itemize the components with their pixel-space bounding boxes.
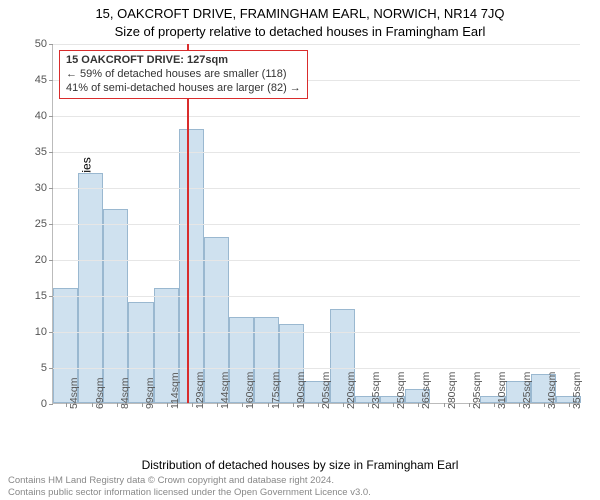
footer-line1: Contains HM Land Registry data © Crown c…: [8, 475, 592, 486]
gridline-h: [53, 296, 580, 297]
ytick-label: 35: [35, 146, 53, 158]
gridline-h: [53, 116, 580, 117]
xtick-label: 160sqm: [244, 372, 256, 409]
xtick-mark: [268, 403, 269, 407]
xtick-label: 280sqm: [446, 372, 458, 409]
xtick-mark: [544, 403, 545, 407]
ytick-label: 20: [35, 254, 53, 266]
xtick-label: 295sqm: [471, 372, 483, 409]
xtick-mark: [142, 403, 143, 407]
property-callout: 15 OAKCROFT DRIVE: 127sqm ← 59% of detac…: [59, 50, 308, 99]
ytick-label: 30: [35, 182, 53, 194]
xtick-label: 69sqm: [94, 377, 106, 409]
ytick-label: 10: [35, 326, 53, 338]
xtick-label: 220sqm: [345, 372, 357, 409]
gridline-h: [53, 368, 580, 369]
xtick-mark: [519, 403, 520, 407]
xtick-mark: [92, 403, 93, 407]
xtick-mark: [318, 403, 319, 407]
xtick-mark: [444, 403, 445, 407]
chart-title-line1: 15, OAKCROFT DRIVE, FRAMINGHAM EARL, NOR…: [0, 6, 600, 21]
gridline-h: [53, 332, 580, 333]
chart-plot-area: 05101520253035404550 54sqm69sqm84sqm99sq…: [52, 44, 580, 404]
histogram-bar: [103, 209, 128, 403]
xtick-label: 54sqm: [68, 377, 80, 409]
gridline-h: [53, 260, 580, 261]
x-axis-label: Distribution of detached houses by size …: [0, 458, 600, 472]
footer-attribution: Contains HM Land Registry data © Crown c…: [0, 475, 600, 498]
callout-line2: ← 59% of detached houses are smaller (11…: [66, 68, 301, 82]
xtick-mark: [192, 403, 193, 407]
ytick-label: 45: [35, 74, 53, 86]
ytick-label: 50: [35, 38, 53, 50]
xtick-label: 205sqm: [320, 372, 332, 409]
xtick-label: 99sqm: [144, 377, 156, 409]
ytick-label: 15: [35, 290, 53, 302]
xtick-label: 355sqm: [571, 372, 583, 409]
gridline-h: [53, 188, 580, 189]
xtick-label: 114sqm: [169, 372, 181, 409]
xtick-label: 310sqm: [496, 372, 508, 409]
gridline-h: [53, 152, 580, 153]
xtick-mark: [117, 403, 118, 407]
xtick-label: 84sqm: [119, 377, 131, 409]
xtick-label: 265sqm: [420, 372, 432, 409]
xtick-mark: [368, 403, 369, 407]
histogram-bar: [179, 129, 204, 403]
xtick-mark: [469, 403, 470, 407]
xtick-label: 340sqm: [546, 372, 558, 409]
callout-line3: 41% of semi-detached houses are larger (…: [66, 82, 301, 96]
ytick-label: 0: [41, 398, 53, 410]
xtick-label: 129sqm: [194, 372, 206, 409]
chart-title-line2: Size of property relative to detached ho…: [0, 24, 600, 39]
callout-line1: 15 OAKCROFT DRIVE: 127sqm: [66, 54, 301, 68]
ytick-label: 25: [35, 218, 53, 230]
ytick-label: 40: [35, 110, 53, 122]
xtick-label: 190sqm: [295, 372, 307, 409]
footer-line2: Contains public sector information licen…: [8, 487, 592, 498]
gridline-h: [53, 44, 580, 45]
xtick-label: 144sqm: [219, 372, 231, 409]
xtick-mark: [293, 403, 294, 407]
xtick-mark: [343, 403, 344, 407]
xtick-label: 325sqm: [521, 372, 533, 409]
ytick-label: 5: [41, 362, 53, 374]
xtick-label: 235sqm: [370, 372, 382, 409]
xtick-label: 250sqm: [395, 372, 407, 409]
gridline-h: [53, 224, 580, 225]
xtick-mark: [494, 403, 495, 407]
xtick-mark: [167, 403, 168, 407]
xtick-label: 175sqm: [270, 372, 282, 409]
